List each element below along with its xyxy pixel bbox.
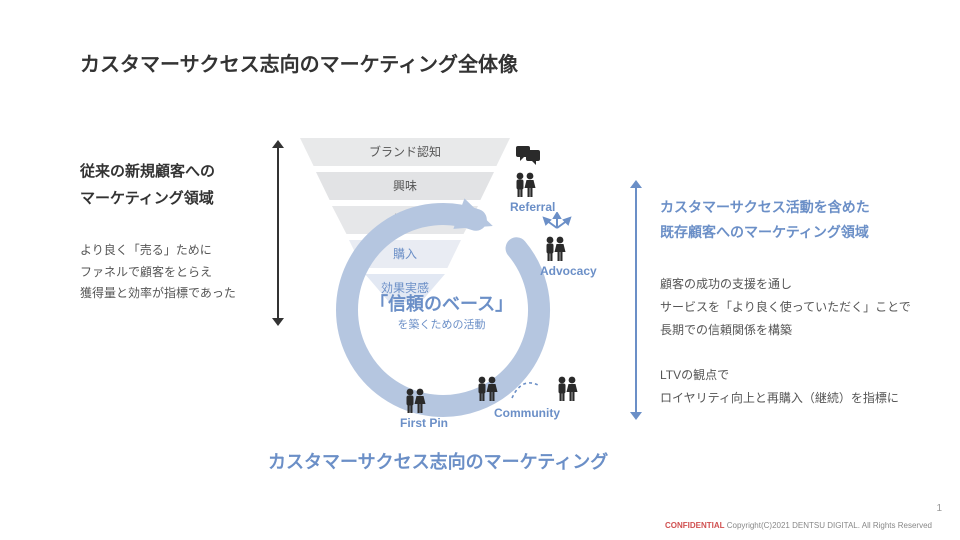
right-block: カスタマーサクセス活動を含めた 既存顧客へのマーケティング領域 顧客の成功の支援… bbox=[660, 195, 940, 409]
bottom-title: カスタマーサクセス志向のマーケティング bbox=[268, 448, 608, 474]
right-body2: LTVの観点で ロイヤリティ向上と再購入（継続）を指標に bbox=[660, 364, 940, 410]
right-heading-l1: カスタマーサクセス活動を含めた bbox=[660, 195, 940, 220]
footer-copyright: Copyright(C)2021 DENTSU DIGITAL. All Rig… bbox=[725, 521, 932, 530]
people-icon bbox=[540, 234, 597, 264]
dotted-link-icon bbox=[510, 372, 544, 402]
chat-icon bbox=[514, 144, 542, 166]
center-sub: を築くための活動 bbox=[370, 316, 513, 332]
node-first-pin: First Pin bbox=[400, 386, 448, 430]
people-icon bbox=[552, 374, 582, 404]
node-advocacy: Advocacy bbox=[540, 234, 597, 278]
people-icon bbox=[400, 386, 448, 416]
right-heading: カスタマーサクセス活動を含めた 既存顧客へのマーケティング領域 bbox=[660, 195, 940, 245]
right-body-l1: 顧客の成功の支援を通し bbox=[660, 273, 940, 296]
node-community: Community bbox=[472, 372, 582, 420]
footer-confidential: CONFIDENTIAL bbox=[665, 521, 725, 530]
center-label: 「信頼のベース」 を築くための活動 bbox=[370, 290, 513, 332]
node-first-pin-label: First Pin bbox=[400, 416, 448, 430]
node-advocacy-label: Advocacy bbox=[540, 264, 597, 278]
people-icon bbox=[472, 374, 502, 404]
burst-arrows-icon bbox=[540, 212, 574, 234]
node-referral: Referral bbox=[510, 170, 555, 214]
center-main: 「信頼のベース」 bbox=[370, 290, 513, 316]
right-body2-l2: ロイヤリティ向上と再購入（継続）を指標に bbox=[660, 387, 940, 410]
right-body2-l1: LTVの観点で bbox=[660, 364, 940, 387]
people-icon bbox=[510, 170, 555, 200]
footer: CONFIDENTIAL Copyright(C)2021 DENTSU DIG… bbox=[665, 521, 932, 530]
node-community-label: Community bbox=[472, 406, 582, 420]
right-body-l3: 長期での信頼関係を構築 bbox=[660, 319, 940, 342]
right-body: 顧客の成功の支援を通し サービスを「より良く使っていただく」ことで 長期での信頼… bbox=[660, 273, 940, 341]
right-body-l2: サービスを「より良く使っていただく」ことで bbox=[660, 296, 940, 319]
page-number: 1 bbox=[936, 503, 942, 514]
right-heading-l2: 既存顧客へのマーケティング領域 bbox=[660, 220, 940, 245]
